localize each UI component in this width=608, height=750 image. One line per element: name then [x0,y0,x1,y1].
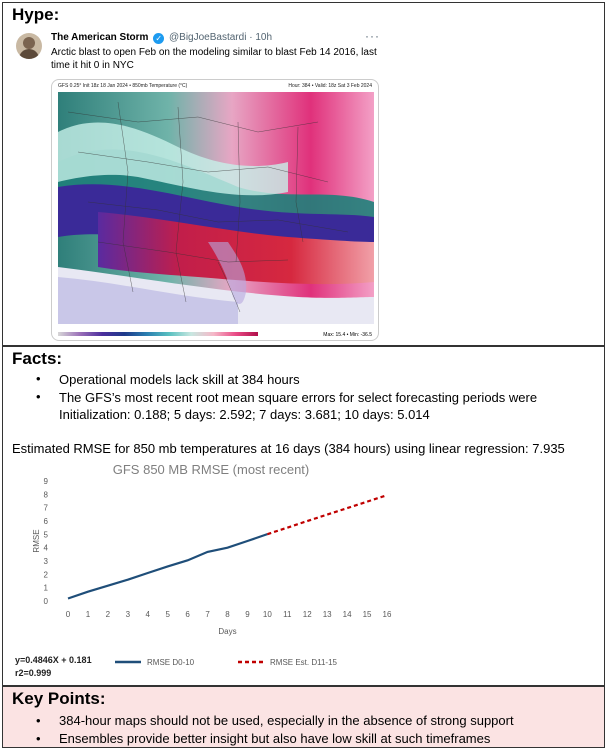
fact-bullet-1: Operational models lack skill at 384 hou… [59,372,300,387]
map-header: GFS 0.25° Init 18z 18 Jan 2024 • 850mb T… [58,83,372,91]
hype-panel: Hype: The American Storm ✓ @BigJoeBastar… [2,2,605,346]
facts-panel: Facts: • Operational models lack skill a… [2,346,605,686]
x-tick-label: 0 [66,610,71,619]
bullet-icon: • [36,371,41,386]
x-tick-label: 16 [383,610,392,619]
key-point-1: 384-hour maps should not be used, especi… [59,713,514,728]
x-tick-label: 12 [303,610,312,619]
rmse-chart: GFS 850 MB RMSE (most recent) 0 1 2 3 4 5 6 7 8 9 0… [3,459,606,685]
x-tick-label: 11 [283,610,292,619]
series-line-2 [267,494,388,536]
x-tick-label: 15 [363,610,372,619]
rmse-chart-svg: GFS 850 MB RMSE (most recent)01234567890… [32,462,392,667]
y-tick-label: 1 [44,584,49,593]
map-max-min-label: Max: 15.4 • Min: -36.5 [323,332,372,338]
legend-label-1: RMSE D0-10 [147,658,195,667]
facts-title: Facts: [12,349,63,368]
x-tick-label: 1 [86,610,91,619]
bullet-icon: • [36,389,41,404]
y-tick-label: 0 [44,597,49,606]
map-header-right: Hour: 384 • Valid: 18z Sat 3 Feb 2024 [288,83,372,89]
bullet-icon: • [36,731,41,746]
y-tick-label: 7 [44,504,49,513]
tweet-time[interactable]: 10h [255,32,273,43]
regression-r2: r2=0.999 [15,668,52,678]
x-tick-label: 2 [106,610,111,619]
tweet-separator: · [249,32,253,43]
key-points-panel: Key Points: • 384-hour maps should not b… [2,686,605,748]
more-options-icon[interactable]: ··· [365,29,380,43]
series-line-1 [67,533,268,600]
x-axis-label: Days [218,627,236,636]
x-tick-label: 3 [126,610,131,619]
y-axis-label: RMSE [32,529,41,552]
y-tick-label: 2 [44,570,49,579]
hype-title: Hype: [12,5,60,24]
y-tick-label: 5 [44,530,49,539]
y-tick-label: 6 [44,517,49,526]
avatar[interactable] [16,33,42,59]
tweet-author[interactable]: The American Storm [51,32,149,43]
key-point-2: Ensembles provide better insight but als… [59,731,491,746]
x-tick-label: 6 [185,610,190,619]
map-colorbar [58,332,258,336]
tweet-text: Arctic blast to open Feb on the modeling… [51,47,377,71]
verified-badge-icon: ✓ [153,33,165,44]
x-tick-label: 7 [205,610,210,619]
weather-map-image[interactable]: GFS 0.25° Init 18z 18 Jan 2024 • 850mb T… [51,79,379,341]
fact-bullet-2: The GFS’s most recent root mean square e… [59,390,538,422]
legend-label-2: RMSE Est. D11-15 [270,658,338,667]
chart-title: GFS 850 MB RMSE (most recent) [113,462,310,477]
temperature-map [58,92,374,324]
y-tick-label: 9 [44,477,49,486]
x-tick-label: 8 [225,610,230,619]
y-tick-label: 8 [44,490,49,499]
x-tick-label: 9 [245,610,250,619]
map-header-left: GFS 0.25° Init 18z 18 Jan 2024 • 850mb T… [58,83,188,89]
x-tick-label: 10 [263,610,272,619]
x-tick-label: 4 [146,610,151,619]
x-tick-label: 13 [323,610,332,619]
y-tick-label: 3 [44,557,49,566]
key-points-title: Key Points: [12,689,106,708]
y-tick-label: 4 [44,544,49,553]
x-tick-label: 14 [343,610,352,619]
rmse-estimate-text: Estimated RMSE for 850 mb temperatures a… [12,441,565,456]
x-tick-label: 5 [165,610,170,619]
tweet-header: The American Storm ✓ @BigJoeBastardi · 1… [51,32,272,44]
bullet-icon: • [36,713,41,728]
regression-equation: y=0.4846X + 0.181 [15,655,92,665]
tweet-handle[interactable]: @BigJoeBastardi [169,32,247,43]
